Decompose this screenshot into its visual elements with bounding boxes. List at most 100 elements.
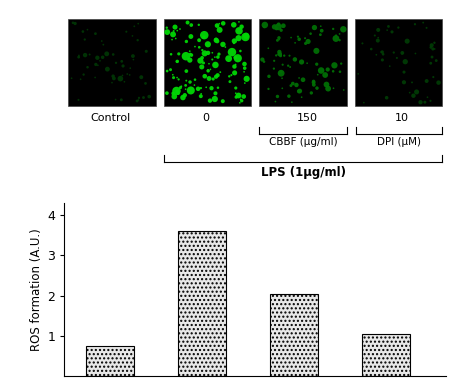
Point — [278, 75, 285, 81]
Point — [335, 31, 342, 37]
Point — [240, 61, 247, 67]
Point — [120, 79, 128, 85]
Point — [237, 98, 245, 104]
Point — [377, 49, 384, 55]
Point — [317, 28, 325, 34]
Point — [168, 36, 175, 43]
Bar — [362, 334, 409, 376]
Point — [215, 27, 223, 33]
Point — [201, 73, 208, 79]
Point — [312, 48, 319, 54]
Point — [200, 34, 207, 40]
Point — [198, 47, 206, 53]
Point — [310, 24, 318, 31]
Point — [392, 55, 400, 61]
Point — [378, 49, 385, 55]
Point — [359, 100, 367, 106]
Point — [177, 83, 185, 90]
Point — [218, 98, 226, 104]
Point — [422, 78, 429, 84]
Point — [230, 63, 238, 69]
Point — [227, 72, 235, 78]
Point — [134, 37, 141, 43]
Point — [367, 46, 374, 52]
Point — [409, 93, 416, 99]
Point — [230, 38, 237, 44]
Point — [79, 28, 86, 35]
Point — [285, 53, 292, 59]
Point — [286, 64, 293, 70]
Point — [412, 89, 420, 95]
Text: DPI (μM): DPI (μM) — [376, 137, 420, 147]
Point — [200, 32, 207, 38]
Point — [394, 24, 401, 31]
Point — [316, 31, 323, 38]
Point — [430, 40, 437, 46]
Point — [163, 29, 171, 35]
Point — [213, 38, 220, 44]
Point — [94, 62, 101, 68]
Point — [277, 27, 284, 33]
Point — [309, 79, 317, 85]
Point — [126, 72, 133, 78]
Point — [167, 67, 174, 73]
Point — [279, 23, 286, 29]
Point — [373, 38, 381, 44]
Point — [241, 34, 249, 40]
Point — [172, 35, 179, 42]
Point — [330, 62, 337, 68]
Point — [399, 69, 407, 75]
Point — [196, 57, 204, 64]
Text: 0: 0 — [202, 113, 209, 123]
Point — [103, 51, 110, 57]
Point — [230, 40, 237, 46]
Point — [204, 50, 211, 56]
Point — [339, 26, 346, 32]
Point — [195, 44, 202, 50]
Point — [324, 85, 331, 92]
Point — [241, 80, 248, 86]
Point — [419, 19, 426, 26]
Point — [269, 66, 277, 72]
Point — [108, 80, 115, 86]
Point — [175, 51, 182, 57]
Point — [81, 52, 89, 58]
Point — [219, 42, 226, 48]
Point — [295, 75, 302, 81]
Point — [379, 51, 386, 57]
Point — [416, 99, 423, 106]
Point — [92, 31, 99, 37]
Point — [69, 20, 77, 26]
Point — [426, 44, 434, 50]
Point — [140, 94, 147, 100]
Point — [374, 35, 381, 41]
Point — [186, 79, 193, 85]
Point — [194, 86, 202, 92]
Point — [198, 55, 205, 61]
Point — [237, 24, 245, 30]
Point — [129, 57, 137, 63]
Point — [285, 93, 292, 99]
Point — [430, 46, 437, 52]
Point — [169, 31, 176, 38]
Point — [187, 87, 194, 94]
Point — [68, 75, 75, 81]
Point — [133, 98, 140, 104]
Point — [232, 85, 239, 91]
Point — [258, 57, 265, 63]
Point — [123, 71, 131, 77]
Point — [304, 38, 311, 45]
Point — [186, 51, 194, 57]
Point — [411, 50, 418, 57]
Point — [272, 26, 280, 32]
Point — [235, 28, 242, 34]
Point — [225, 73, 232, 80]
Point — [195, 36, 202, 43]
Point — [211, 62, 218, 68]
Point — [118, 97, 125, 103]
Point — [384, 23, 391, 29]
Point — [71, 21, 78, 27]
Point — [408, 79, 415, 85]
Point — [174, 90, 182, 97]
Point — [276, 52, 284, 59]
